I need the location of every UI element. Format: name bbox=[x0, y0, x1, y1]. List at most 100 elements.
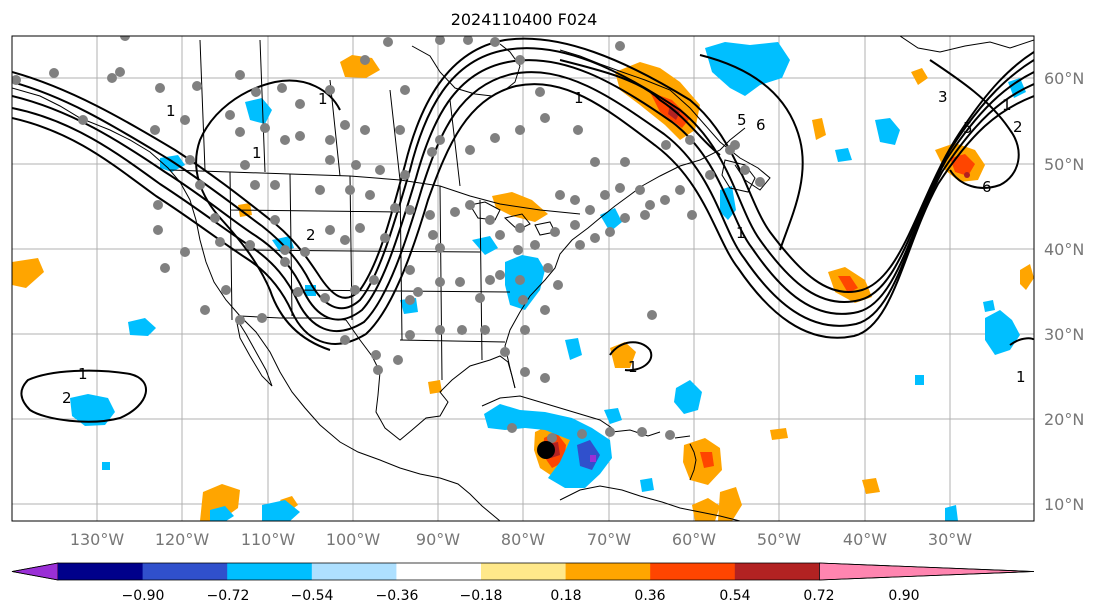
station-marker bbox=[49, 68, 59, 78]
station-marker bbox=[375, 165, 385, 175]
station-marker bbox=[371, 350, 381, 360]
station-marker bbox=[465, 200, 475, 210]
station-marker bbox=[480, 325, 490, 335]
station-marker bbox=[405, 265, 415, 275]
station-marker bbox=[515, 223, 525, 233]
negative-anomaly-east-coast bbox=[505, 255, 545, 310]
station-marker bbox=[225, 110, 235, 120]
station-marker bbox=[235, 127, 245, 137]
station-marker bbox=[405, 205, 415, 215]
station-marker bbox=[605, 227, 615, 237]
station-marker bbox=[435, 277, 445, 287]
colorbar-outline bbox=[11, 562, 1035, 581]
station-marker bbox=[547, 433, 557, 443]
colorbar-tick-label: −0.54 bbox=[291, 588, 334, 604]
station-marker bbox=[570, 195, 580, 205]
latitude-label: 50°N bbox=[1044, 155, 1084, 174]
positive-anomaly-hudson bbox=[340, 55, 380, 78]
labrador-coast bbox=[559, 49, 771, 191]
colorbar-tick-label: 0.36 bbox=[634, 588, 665, 604]
station-marker bbox=[200, 305, 210, 315]
station-marker bbox=[515, 125, 525, 135]
colorbar-swatch bbox=[227, 563, 313, 580]
station-marker bbox=[340, 335, 350, 345]
contour-label: 2 bbox=[306, 226, 316, 244]
north-america-west-coast bbox=[12, 87, 501, 521]
station-marker bbox=[250, 180, 260, 190]
colorbar-tick-label: −0.72 bbox=[207, 588, 250, 604]
map-title: 2024110400 F024 bbox=[451, 10, 598, 29]
station-marker bbox=[180, 115, 190, 125]
station-marker bbox=[365, 190, 375, 200]
station-marker bbox=[605, 427, 615, 437]
station-marker bbox=[325, 225, 335, 235]
station-marker bbox=[573, 125, 583, 135]
station-marker bbox=[540, 305, 550, 315]
colorbar-tick-label: 0.90 bbox=[888, 588, 919, 604]
colorbar-tick-label: 0.72 bbox=[803, 588, 834, 604]
station-marker bbox=[295, 131, 305, 141]
station-marker bbox=[543, 263, 553, 273]
station-marker bbox=[325, 135, 335, 145]
station-marker bbox=[280, 135, 290, 145]
station-marker bbox=[153, 225, 163, 235]
longitude-label: 60°W bbox=[672, 530, 716, 549]
latitude-label: 20°N bbox=[1044, 410, 1084, 429]
station-marker bbox=[350, 285, 360, 295]
station-marker bbox=[428, 230, 438, 240]
colorbar-swatch bbox=[311, 563, 397, 580]
station-marker bbox=[685, 135, 695, 145]
station-marker bbox=[395, 125, 405, 135]
longitude-label: 100°W bbox=[326, 530, 381, 549]
longitude-label: 90°W bbox=[416, 530, 460, 549]
contour-label: 6 bbox=[756, 116, 766, 134]
station-marker bbox=[360, 125, 370, 135]
station-marker bbox=[615, 183, 625, 193]
station-marker bbox=[293, 287, 303, 297]
station-marker bbox=[245, 240, 255, 250]
station-marker bbox=[260, 123, 270, 133]
station-marker bbox=[400, 170, 410, 180]
contour-value-labels: 1 2 1 1 1 5 6 3 5 1 2 6 1 1 2 1 1 bbox=[62, 88, 1026, 407]
station-marker bbox=[270, 215, 280, 225]
colorbar: −0.90 −0.72 −0.54 −0.36 −0.18 0.18 0.36 … bbox=[11, 562, 1035, 604]
contour-label: 1 bbox=[628, 358, 638, 376]
station-marker bbox=[465, 145, 475, 155]
station-marker bbox=[540, 373, 550, 383]
station-marker bbox=[577, 429, 587, 439]
station-marker bbox=[600, 190, 610, 200]
station-marker bbox=[705, 170, 715, 180]
station-marker bbox=[435, 243, 445, 253]
contour-label: 6 bbox=[982, 178, 992, 196]
station-marker bbox=[540, 113, 550, 123]
contour-lines bbox=[12, 37, 1034, 423]
station-marker bbox=[475, 293, 485, 303]
station-marker bbox=[507, 423, 517, 433]
colorbar-tick-labels: −0.90 −0.72 −0.54 −0.36 −0.18 0.18 0.36 … bbox=[122, 588, 920, 604]
station-marker bbox=[160, 263, 170, 273]
station-marker bbox=[192, 81, 202, 91]
longitude-label: 70°W bbox=[587, 530, 631, 549]
map-area: 1 2 1 1 1 5 6 3 5 1 2 6 1 1 2 1 1 bbox=[12, 36, 1034, 521]
station-marker bbox=[450, 207, 460, 217]
station-marker bbox=[180, 247, 190, 257]
station-marker bbox=[425, 210, 435, 220]
station-marker bbox=[570, 220, 580, 230]
station-marker bbox=[215, 237, 225, 247]
colorbar-tick-label: −0.36 bbox=[376, 588, 419, 604]
station-marker bbox=[360, 55, 370, 65]
longitude-label: 50°W bbox=[757, 530, 801, 549]
station-marker bbox=[435, 325, 445, 335]
contour-label: 1 bbox=[252, 144, 262, 162]
station-marker bbox=[590, 157, 600, 167]
us-canada-border bbox=[169, 169, 581, 215]
contour-label: 5 bbox=[963, 119, 973, 137]
contour-label: 3 bbox=[938, 88, 948, 106]
station-marker bbox=[300, 247, 310, 257]
station-marker bbox=[221, 285, 231, 295]
colorbar-tick-label: 0.54 bbox=[719, 588, 750, 604]
station-marker bbox=[485, 275, 495, 285]
station-marker bbox=[660, 195, 670, 205]
station-marker bbox=[155, 83, 165, 93]
